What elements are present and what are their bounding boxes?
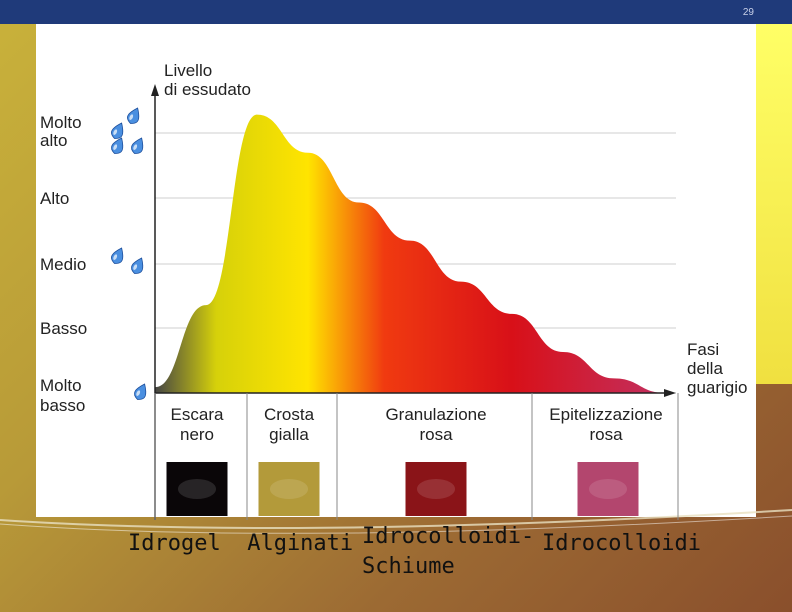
- water-drop-icon: [134, 383, 147, 400]
- dressing-idrocolloidi: Idrocolloidi: [542, 531, 701, 556]
- phase-label: Granulazione: [385, 405, 486, 424]
- water-drop-icon: [127, 107, 140, 124]
- phase-label: Crosta: [264, 405, 315, 424]
- wound-photo-highlight: [416, 479, 456, 499]
- y-axis-label: di essudato: [164, 80, 251, 99]
- water-drop-icon: [111, 122, 124, 139]
- x-axis-label: guarigio: [687, 378, 748, 397]
- phase-label: rosa: [419, 425, 453, 444]
- wound-photo: [405, 462, 467, 516]
- water-drop-highlight: [136, 390, 141, 396]
- wound-photo-highlight: [588, 479, 628, 499]
- decorative-swoosh: [0, 509, 792, 534]
- decorative-band: [752, 24, 792, 384]
- y-level-label: basso: [40, 396, 85, 415]
- x-axis-label: Fasi: [687, 340, 719, 359]
- y-level-label: Molto: [40, 376, 82, 395]
- water-drop-icon: [111, 247, 124, 264]
- y-axis-arrow: [151, 84, 159, 96]
- x-axis-label: della: [687, 359, 723, 378]
- phase-label: Escara: [171, 405, 224, 424]
- dressing-line-1: Idrocolloidi-: [362, 524, 535, 549]
- y-level-label: Alto: [40, 189, 69, 208]
- exudate-curve-area: [155, 114, 665, 394]
- water-drop-icon: [131, 257, 144, 274]
- wound-photo: [258, 462, 320, 516]
- y-level-label: Basso: [40, 319, 87, 338]
- water-drop-highlight: [113, 254, 118, 260]
- phase-label: gialla: [269, 425, 309, 444]
- y-axis-label: Livello: [164, 61, 212, 80]
- y-level-label: Medio: [40, 255, 86, 274]
- phase-label: rosa: [589, 425, 623, 444]
- wound-photo-highlight: [269, 479, 309, 499]
- slide-number: 29: [742, 7, 754, 18]
- water-drop-highlight: [133, 144, 138, 150]
- water-drop-highlight: [133, 264, 138, 270]
- dressing-idrogel-alginati: Idrogel Alginati: [128, 531, 354, 556]
- wound-photo: [577, 462, 639, 516]
- water-drop-highlight: [129, 114, 134, 120]
- top-bar: [0, 0, 792, 24]
- wound-photo: [166, 462, 228, 516]
- water-drop-highlight: [113, 129, 118, 135]
- y-level-label: alto: [40, 131, 67, 150]
- x-axis-arrow: [664, 389, 676, 397]
- wound-photo-highlight: [177, 479, 217, 499]
- phase-label: nero: [180, 425, 214, 444]
- phase-label: Epitelizzazione: [549, 405, 662, 424]
- dressing-line-2: Schiume: [362, 554, 455, 579]
- water-drop-icon: [131, 137, 144, 154]
- y-level-label: Molto: [40, 113, 82, 132]
- dressing-idrocolloidi-schiume: Idrocolloidi- Schiume: [362, 522, 534, 582]
- water-drop-highlight: [113, 144, 118, 150]
